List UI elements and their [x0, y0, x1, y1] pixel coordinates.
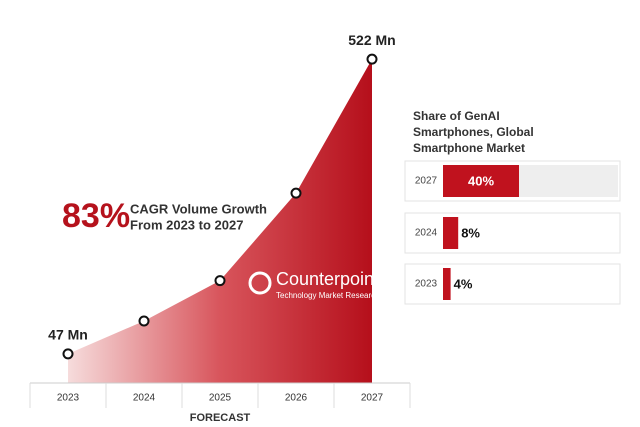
- value-label: 40%: [468, 173, 494, 188]
- row-box: [404, 212, 621, 254]
- x-axis-label: FORECAST: [190, 412, 251, 424]
- bar: [443, 165, 519, 197]
- y-tick-label: 2027: [415, 176, 438, 187]
- point: [62, 348, 74, 360]
- bar-chart-title: Share of GenAI Smartphones, Global Smart…: [413, 109, 534, 155]
- x-tick-label: 2027: [361, 393, 384, 404]
- point: [366, 53, 378, 65]
- x-tick-label: 2024: [133, 393, 156, 404]
- bar: [443, 268, 451, 300]
- y-tick-label: 2023: [415, 279, 438, 290]
- value-label: 4%: [454, 276, 473, 291]
- point: [138, 315, 150, 327]
- point: [290, 187, 302, 199]
- area: [68, 59, 372, 384]
- watermark-icon: [248, 271, 272, 295]
- bar: [443, 217, 459, 249]
- x-tick-label: 2023: [57, 393, 80, 404]
- value-label: 47 Mn: [48, 327, 88, 343]
- cagr-text: CAGR Volume Growth: [130, 201, 267, 216]
- value-label: 8%: [461, 225, 480, 240]
- y-tick-label: 2024: [415, 228, 438, 239]
- watermark: Technology Market Research: [276, 291, 380, 300]
- point: [214, 275, 226, 287]
- cagr-text: From 2023 to 2027: [130, 217, 243, 232]
- watermark: Counterpoint: [276, 269, 379, 289]
- x-tick-label: 2025: [209, 393, 232, 404]
- cagr-value: 83%: [62, 197, 130, 235]
- x-tick-label: 2026: [285, 393, 308, 404]
- row-box: [404, 263, 621, 305]
- value-label: 522 Mn: [348, 32, 395, 48]
